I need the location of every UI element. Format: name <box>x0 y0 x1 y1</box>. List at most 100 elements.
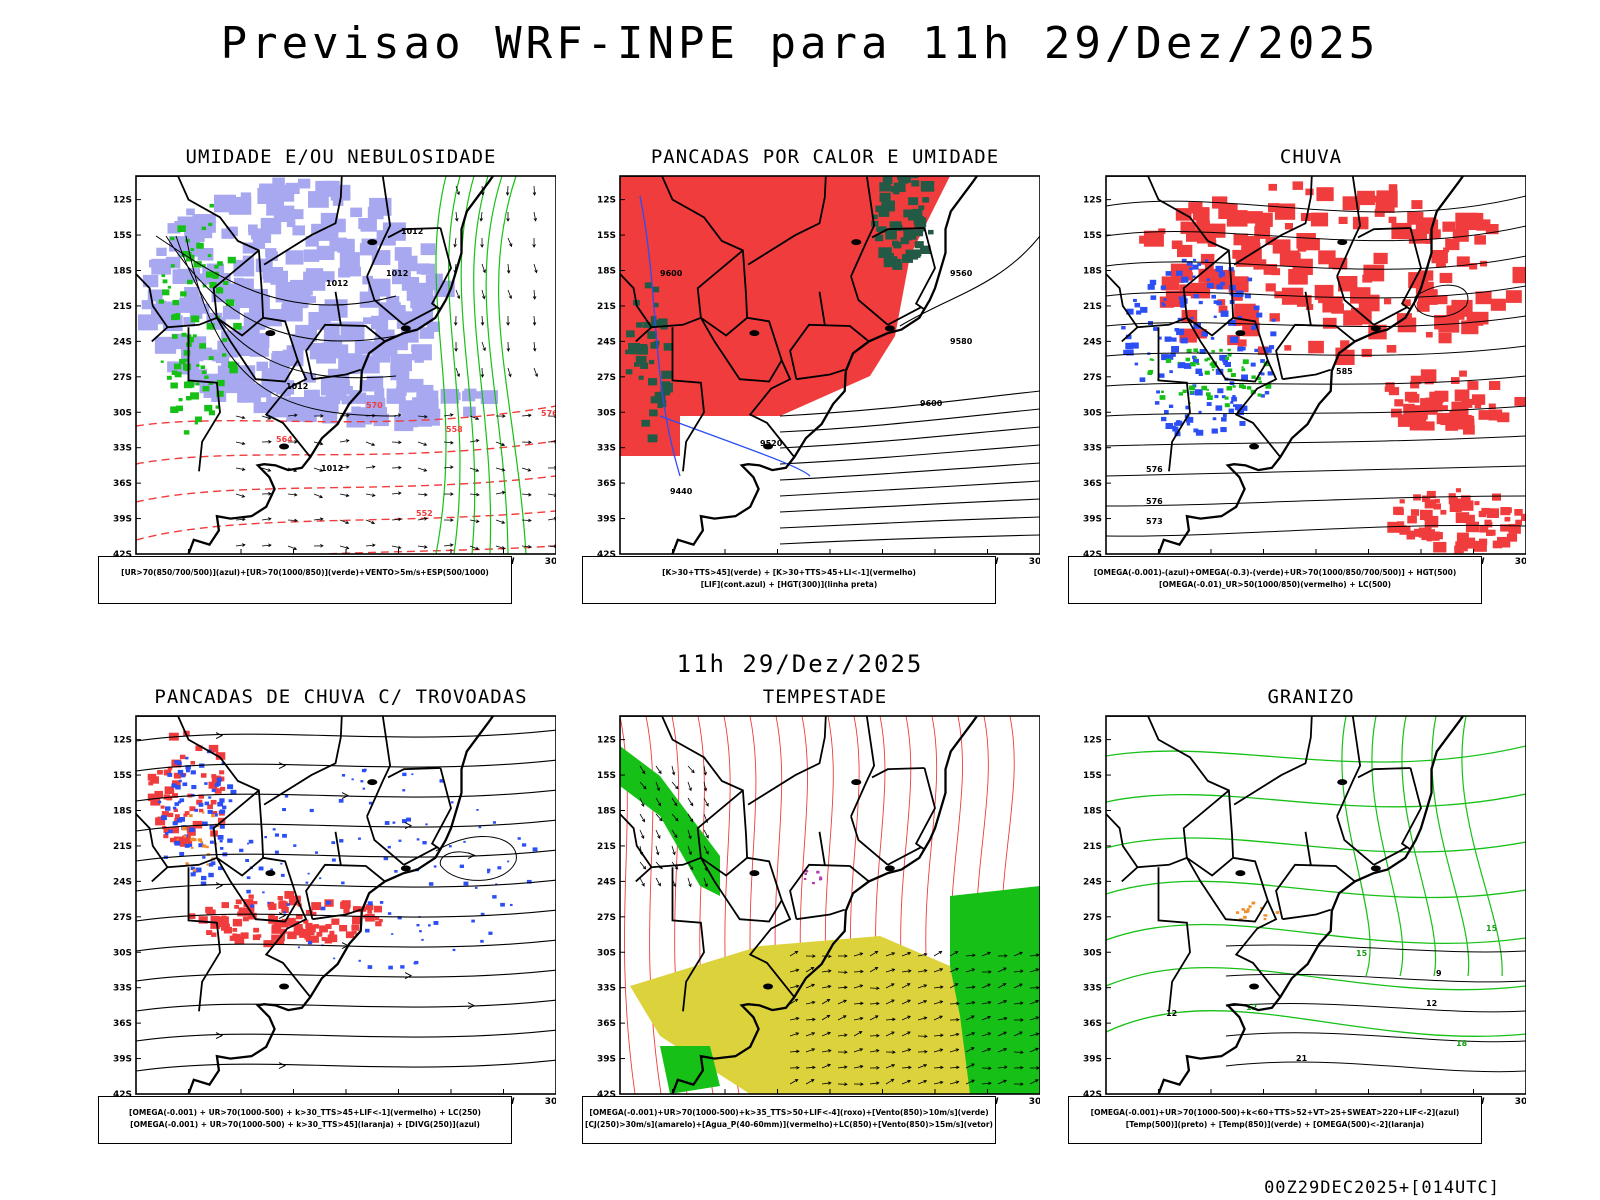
convection-area-red <box>303 919 309 924</box>
divergence-area-blue <box>246 876 251 880</box>
wind-vector <box>417 414 428 419</box>
instability-area-green <box>885 230 897 240</box>
rain-area-red <box>1350 287 1371 304</box>
temp850-contour <box>1371 716 1404 977</box>
humidity-area-blue <box>214 274 224 282</box>
convection-area-red <box>263 940 273 948</box>
political-border <box>1186 317 1269 383</box>
humidity-area-green <box>206 271 214 278</box>
political-border <box>850 816 889 866</box>
rain-area-red <box>1474 501 1480 506</box>
lat-tick-label: 39S <box>1083 1055 1102 1065</box>
humidity-area-blue <box>234 293 253 308</box>
humidity-area-blue <box>186 208 195 216</box>
wind-vector <box>417 467 428 472</box>
geopotential-thickness-contour <box>136 405 556 427</box>
wind-vector <box>391 491 402 496</box>
rain-area-red <box>1489 381 1501 390</box>
instability-area-green <box>883 256 898 268</box>
wind-vector <box>261 517 272 521</box>
wind-vector <box>949 1080 960 1085</box>
wind-vector <box>313 414 324 418</box>
wind-vector <box>703 765 707 776</box>
convection-area-red <box>215 752 226 760</box>
political-border <box>1233 176 1313 266</box>
instability-area-green <box>661 370 672 379</box>
political-border <box>818 831 826 865</box>
rain-area-blue <box>1185 416 1194 423</box>
rain-area-blue <box>1156 390 1160 394</box>
instability-area-green <box>920 181 935 192</box>
streamline-arrow <box>215 732 224 740</box>
humidity-area-green <box>196 242 204 249</box>
divergence-area-blue <box>178 779 182 783</box>
rain-area-blue <box>1192 355 1197 359</box>
streamline-arrow <box>404 822 413 830</box>
humidity-area-green <box>223 280 229 285</box>
wind-vector <box>391 413 402 418</box>
wind-vector <box>1013 969 1024 974</box>
convection-area-red <box>179 839 189 847</box>
instability-area-green <box>638 375 644 380</box>
wind-vector <box>495 490 506 495</box>
humidity-area-blue <box>226 226 238 237</box>
wind-vector <box>1029 1016 1040 1021</box>
wind-vector <box>495 414 506 418</box>
rain-area-green <box>1230 373 1236 377</box>
streamline <box>1106 435 1526 447</box>
divergence-area-blue <box>219 824 225 829</box>
rain-area-red <box>1422 495 1431 502</box>
convection-area-red <box>223 926 232 934</box>
rain-area-blue <box>1233 404 1237 407</box>
lat-tick-label: 12S <box>597 196 616 206</box>
humidity-area-blue <box>390 365 410 381</box>
wind-vector <box>821 1063 832 1069</box>
wind-vector <box>805 954 816 958</box>
instability-area-green <box>654 391 666 401</box>
contour-label: 1012 <box>326 279 348 288</box>
green-contour <box>448 176 461 554</box>
rain-area-green <box>1212 363 1217 367</box>
wind-vector <box>805 1032 816 1037</box>
pressure-isobar <box>185 235 397 417</box>
green-contour <box>485 176 509 554</box>
political-border <box>403 306 438 326</box>
contour-label: 564 <box>276 435 293 444</box>
streamline <box>136 969 556 982</box>
lake <box>884 865 895 872</box>
humidity-area-blue <box>183 317 196 327</box>
divergence-area-blue <box>492 821 496 824</box>
divergence-area-blue <box>189 827 195 833</box>
wind-vector <box>261 543 272 548</box>
wind-vector <box>805 1065 816 1070</box>
rain-area-blue <box>1234 404 1243 411</box>
wind-vector <box>821 1014 831 1021</box>
rain-area-red <box>1451 377 1460 384</box>
rain-area-red <box>1486 530 1493 536</box>
wind-vector <box>455 367 460 378</box>
political-border <box>305 323 386 380</box>
wind-vector <box>965 1001 976 1005</box>
wind-vector <box>885 1064 896 1069</box>
wind-vector <box>532 341 537 352</box>
rain-area-red <box>1384 298 1392 305</box>
divergence-area-blue <box>179 852 185 856</box>
rain-area-blue <box>1232 395 1236 398</box>
lat-tick-label: 12S <box>1083 736 1102 746</box>
lat-tick-label: 18S <box>113 267 132 277</box>
instability-area-green <box>637 345 648 355</box>
omega-area-orange <box>1235 911 1240 914</box>
instability-area-green <box>903 234 912 241</box>
lake <box>763 443 774 450</box>
rain-area-red <box>1478 410 1491 420</box>
humidity-area-blue <box>329 329 339 337</box>
rain-area-blue <box>1131 342 1139 349</box>
rain-area-red <box>1310 212 1329 227</box>
wind-vector <box>469 519 480 523</box>
political-border <box>700 317 783 383</box>
divergence-area-blue <box>463 881 469 886</box>
political-border <box>1357 767 1411 779</box>
humidity-area-green <box>195 382 200 386</box>
lat-tick-label: 36S <box>1083 1019 1102 1029</box>
political-border <box>366 276 405 326</box>
